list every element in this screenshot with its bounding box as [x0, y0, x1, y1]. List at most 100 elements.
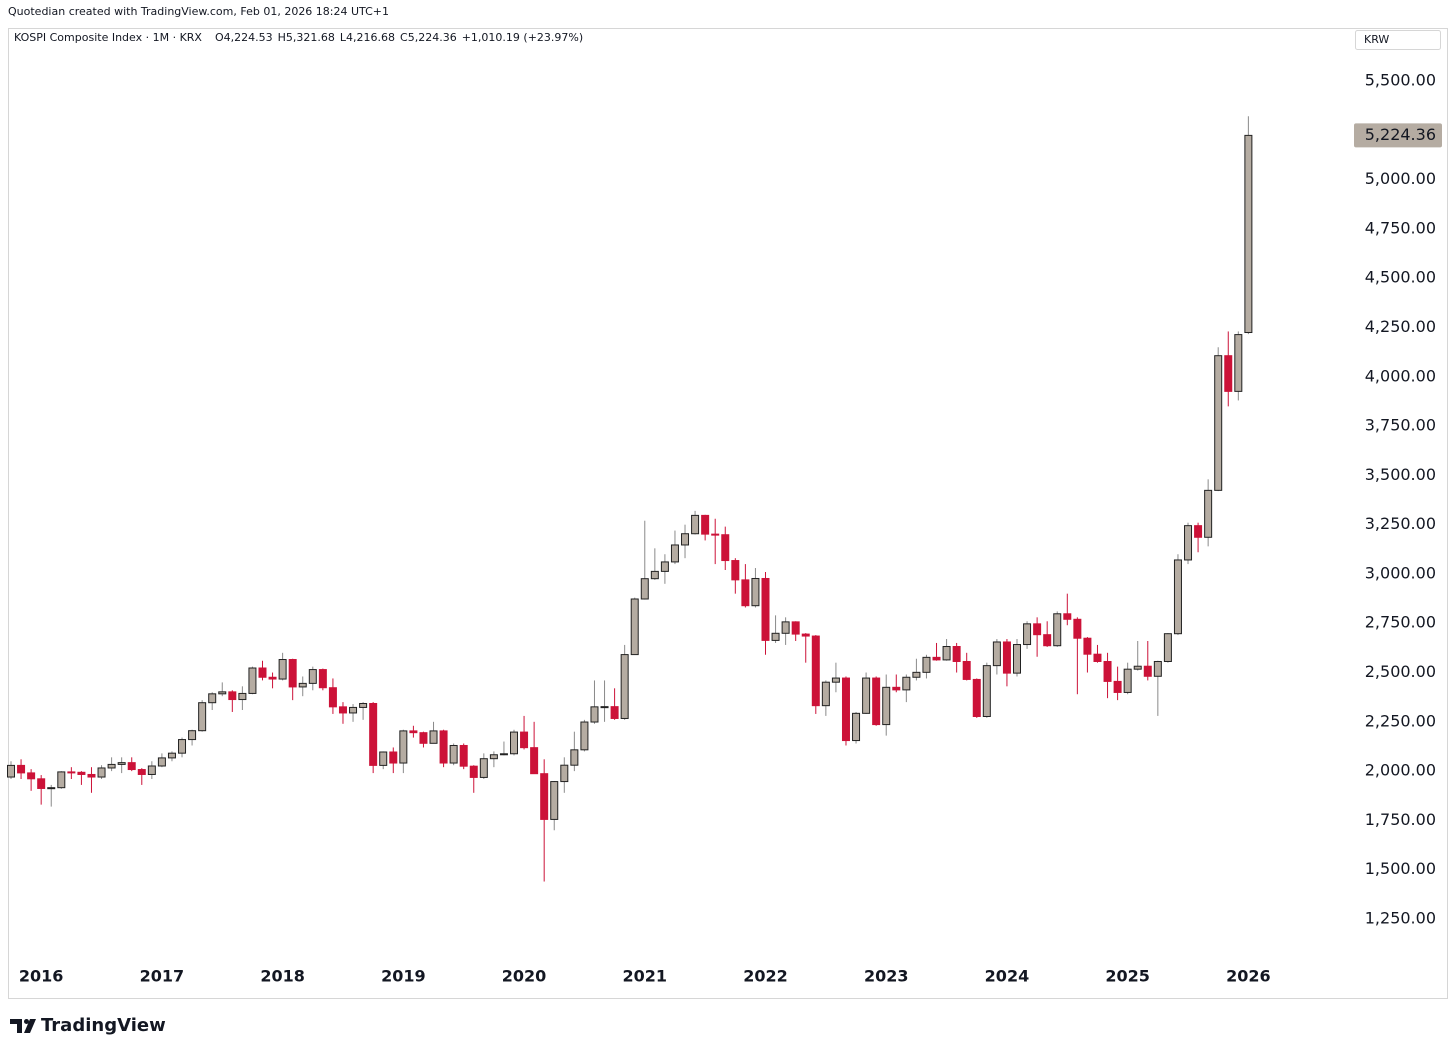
x-tick-label: 2020: [502, 967, 547, 986]
candle-body: [912, 671, 921, 678]
candle-body: [97, 767, 106, 778]
candle-body: [580, 721, 589, 751]
candle-body: [439, 730, 448, 764]
candle-body: [932, 656, 941, 661]
candle-body: [1204, 489, 1213, 538]
candle-body: [1234, 334, 1243, 392]
candle-body: [520, 731, 529, 749]
candle-body: [811, 635, 820, 707]
candle-body: [198, 702, 207, 732]
x-tick-label: 2025: [1105, 967, 1150, 986]
candle-body: [449, 744, 458, 764]
candle-body: [771, 632, 780, 641]
x-tick-label: 2024: [985, 967, 1030, 986]
candle-body: [781, 621, 790, 634]
last-price-label: 5,224.36: [1365, 125, 1436, 144]
currency[interactable]: KRW: [1364, 33, 1389, 46]
candle-body: [137, 769, 146, 775]
candle-body: [178, 739, 187, 754]
candle-body: [1083, 637, 1092, 655]
ohlc-legend: O4,224.53 H5,321.68 L4,216.68 C5,224.36 +1,0…: [215, 31, 583, 44]
ohlc-value: L4,216.68: [340, 31, 395, 44]
candle-body: [791, 621, 800, 635]
candle-body: [962, 660, 971, 680]
candle-body: [691, 514, 700, 535]
candle-body: [1023, 623, 1032, 646]
candle-body: [1123, 668, 1132, 693]
y-tick-label: 5,500.00: [1365, 71, 1436, 90]
candle-body: [590, 706, 599, 723]
y-tick-label: 3,500.00: [1365, 465, 1436, 484]
y-tick-label: 4,500.00: [1365, 268, 1436, 287]
candle-body: [992, 641, 1001, 667]
candle-body: [650, 570, 659, 580]
candle-body: [530, 747, 539, 775]
currency-box[interactable]: [1355, 30, 1441, 50]
candle-body: [1103, 660, 1112, 682]
candle-body: [228, 691, 237, 701]
candle-body: [892, 686, 901, 691]
candle-body: [419, 732, 428, 744]
candle-body: [238, 692, 247, 701]
candle-body: [107, 763, 116, 769]
candle-body: [499, 753, 508, 756]
y-tick-label: 3,750.00: [1365, 416, 1436, 435]
ohlc-value: C5,224.36: [400, 31, 457, 44]
candle-body: [1043, 634, 1052, 647]
candle-body: [902, 676, 911, 691]
y-tick-label: 4,250.00: [1365, 317, 1436, 336]
candle-body: [1113, 680, 1122, 693]
candle-body: [57, 771, 66, 789]
y-tick-label: 2,500.00: [1365, 662, 1436, 681]
candle-body: [268, 676, 277, 680]
candle-body: [1073, 618, 1082, 639]
candle-body: [369, 702, 378, 766]
candle-body: [681, 533, 690, 546]
x-tick-label: 2016: [19, 967, 64, 986]
candle-body: [761, 577, 770, 641]
symbol: KOSPI Composite Index · 1M · KRX: [14, 31, 202, 44]
candle-body: [127, 762, 136, 771]
candle-body: [399, 730, 408, 764]
footer-brand: TradingView: [41, 1015, 166, 1036]
candle-body: [459, 744, 468, 767]
candle-body: [429, 730, 438, 744]
x-tick-label: 2017: [140, 967, 185, 986]
candle-body: [821, 681, 830, 707]
candle-body: [1013, 644, 1021, 674]
candle-body: [620, 654, 629, 719]
candle-body: [248, 667, 257, 694]
y-tick-label: 4,750.00: [1365, 218, 1436, 237]
candle-body: [188, 730, 197, 741]
candle-body: [982, 665, 991, 718]
candle-body: [379, 751, 388, 766]
candle-body: [288, 659, 297, 688]
candle-body: [540, 773, 549, 820]
candle-body: [862, 677, 871, 714]
last-price-box: [1354, 123, 1442, 148]
candle-body: [298, 682, 307, 688]
candle-body: [872, 677, 881, 726]
x-tick-label: 2018: [260, 967, 305, 986]
chart-frame: [8, 28, 1448, 999]
candle-body: [27, 772, 36, 780]
y-tick-label: 1,750.00: [1365, 810, 1436, 829]
candle-body: [1244, 134, 1253, 334]
candle-body: [610, 706, 619, 719]
candle-body: [17, 764, 26, 774]
candle-body: [550, 781, 559, 820]
y-tick-label: 1,250.00: [1365, 908, 1436, 927]
candle-body: [157, 757, 166, 767]
candle-body: [308, 669, 317, 684]
candle-body: [258, 667, 267, 678]
candle-body: [721, 534, 730, 562]
candle-body: [882, 686, 891, 726]
y-tick-label: 4,000.00: [1365, 366, 1436, 385]
candle-body: [570, 749, 579, 766]
candle-body: [600, 706, 609, 709]
candle-body: [922, 656, 931, 673]
candle-body: [831, 677, 840, 683]
candle-body: [37, 778, 46, 789]
